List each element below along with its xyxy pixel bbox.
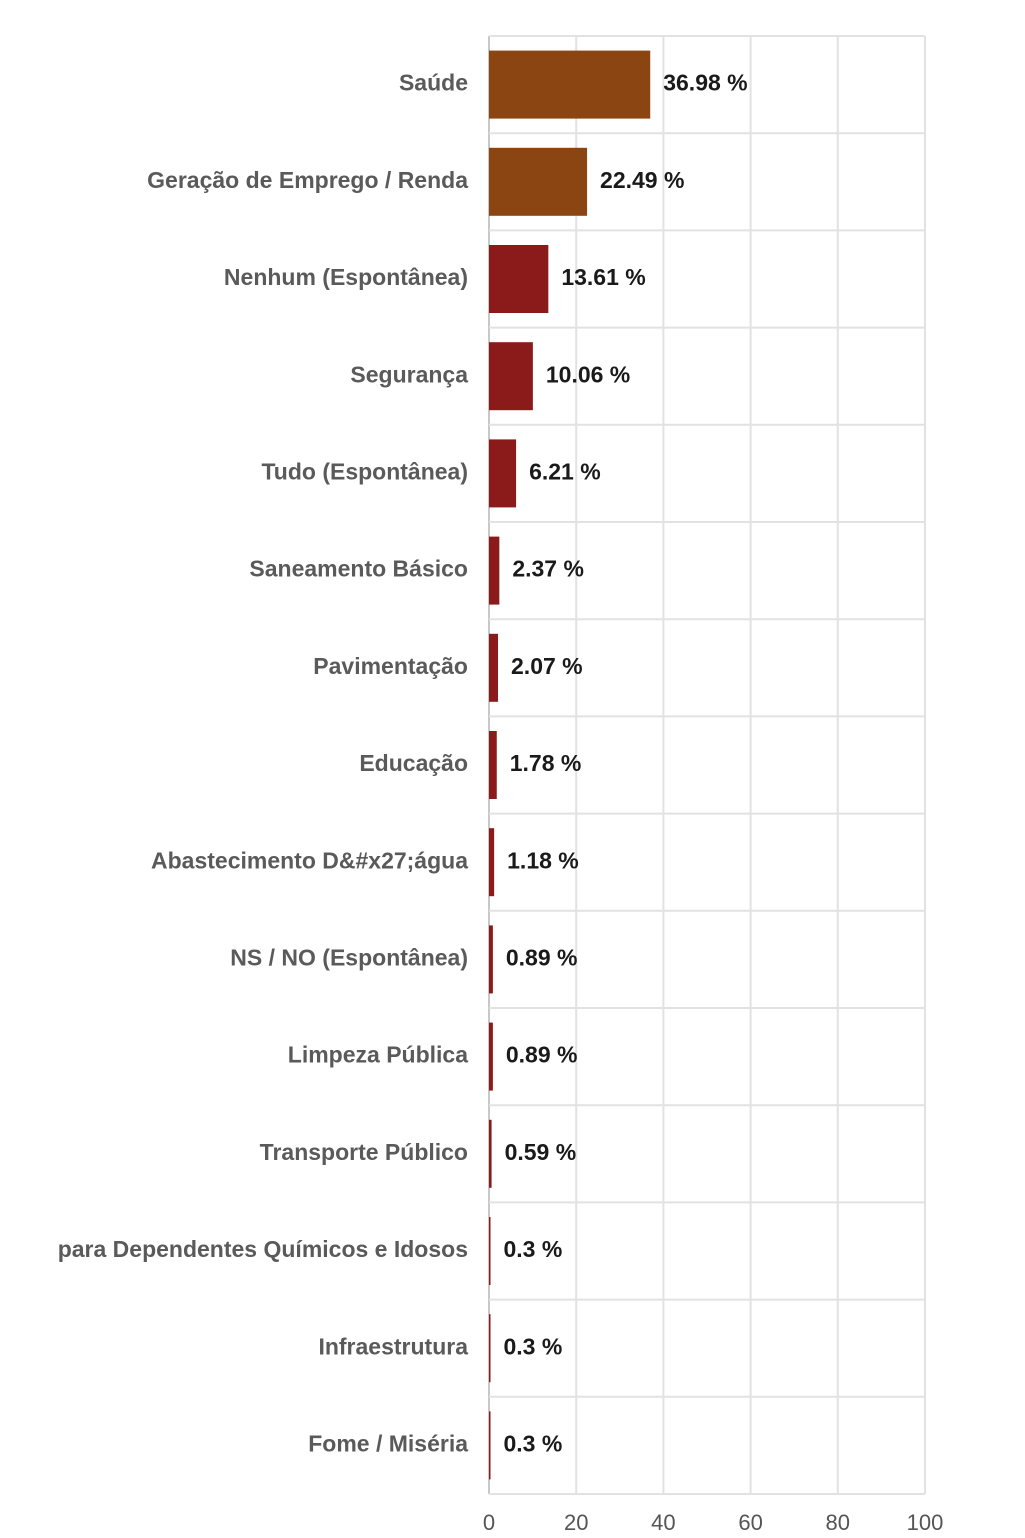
category-labels: Saúde Geração de Emprego / Renda Nenhum (E… [58, 70, 469, 1457]
x-tick-label: 0 [483, 1510, 495, 1535]
bar [489, 1411, 491, 1480]
category-label: Nenhum (Espontânea) [224, 264, 468, 290]
bar [489, 1217, 491, 1285]
category-label: NS / NO (Espontânea) [230, 944, 468, 970]
value-label: 1.78 % [510, 750, 582, 776]
category-label: Tudo (Espontânea) [261, 458, 468, 484]
x-tick-label: 40 [651, 1510, 675, 1535]
bar [489, 1314, 491, 1383]
category-label: Segurança [350, 361, 468, 387]
value-labels: 36.98 % 22.49 % 13.61 % 10.06 % 6.21 % 2.37 %… [504, 70, 748, 1457]
category-label: para Dependentes Químicos e Idosos [58, 1236, 468, 1262]
x-tick-label: 100 [907, 1510, 944, 1535]
bar [489, 828, 495, 897]
bar [489, 1022, 493, 1091]
category-label: Geração de Emprego / Renda [147, 167, 468, 193]
value-label: 0.3 % [504, 1430, 563, 1456]
value-label: 0.89 % [506, 1042, 578, 1068]
value-label: 13.61 % [561, 264, 645, 290]
category-label: Saúde [399, 70, 468, 96]
category-label: Limpeza Pública [288, 1042, 468, 1068]
x-tick-label: 60 [738, 1510, 762, 1535]
category-label: Fome / Miséria [308, 1430, 468, 1456]
category-label: Saneamento Básico [249, 556, 468, 582]
bar [489, 245, 549, 313]
bar [489, 536, 500, 605]
x-tick-label: 20 [564, 1510, 588, 1535]
value-label: 0.59 % [505, 1139, 577, 1165]
value-label: 22.49 % [600, 167, 684, 193]
category-label: Pavimentação [313, 653, 468, 679]
value-label: 0.89 % [506, 944, 578, 970]
bars [489, 50, 651, 1480]
bar [489, 147, 588, 216]
value-label: 2.37 % [512, 556, 584, 582]
bar [489, 1119, 492, 1188]
category-label: Educação [359, 750, 468, 776]
bar [489, 50, 651, 119]
x-axis-ticks: 0 20 40 60 80 100 [483, 1510, 943, 1535]
bar [489, 342, 533, 411]
value-label: 0.3 % [504, 1236, 563, 1262]
bar [489, 633, 499, 702]
category-label: Infraestrutura [318, 1333, 468, 1359]
value-label: 1.18 % [507, 847, 579, 873]
category-label: Transporte Público [260, 1139, 468, 1165]
value-label: 10.06 % [546, 361, 630, 387]
value-label: 6.21 % [529, 458, 601, 484]
x-tick-label: 80 [826, 1510, 850, 1535]
bar [489, 731, 497, 799]
bar [489, 925, 493, 994]
bar [489, 439, 517, 508]
gridlines [488, 35, 926, 1495]
value-label: 2.07 % [511, 653, 583, 679]
value-label: 0.3 % [504, 1333, 563, 1359]
category-label: Abastecimento D&#x27;água [151, 847, 468, 873]
value-label: 36.98 % [663, 70, 747, 96]
